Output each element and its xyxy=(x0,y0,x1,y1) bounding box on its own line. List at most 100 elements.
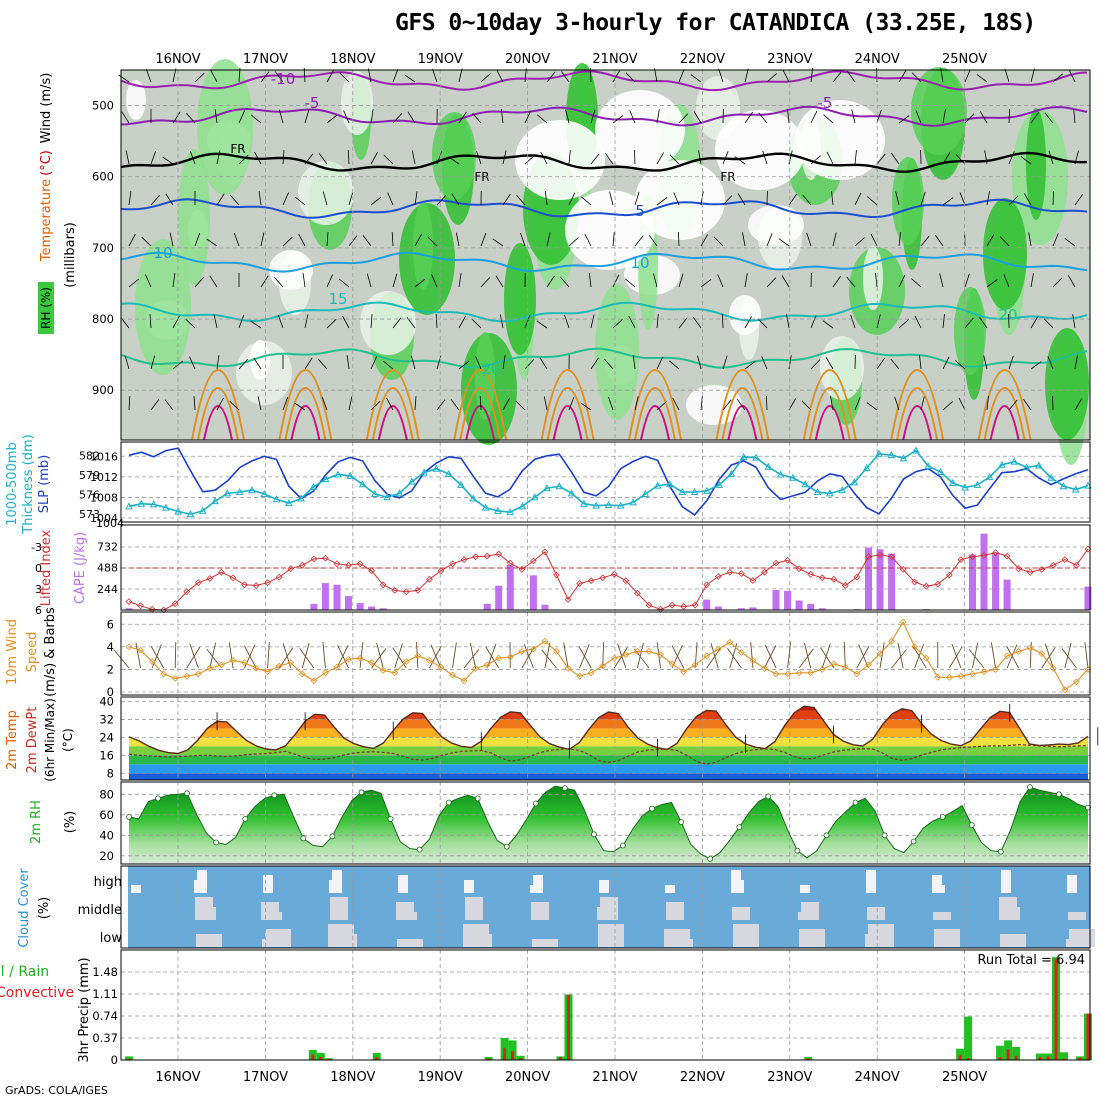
rh-point xyxy=(940,814,945,819)
x-tick-label-bottom: 19NOV xyxy=(418,1070,463,1085)
cloud-block xyxy=(195,897,213,920)
cape-tick-label: 244 xyxy=(97,583,118,596)
cloud-block xyxy=(328,924,354,947)
thickness-tick-label: 579 xyxy=(79,469,100,482)
rh-point xyxy=(592,832,597,837)
rh-shading-blob xyxy=(954,287,986,375)
y-tick-label: 900 xyxy=(92,383,114,397)
wind-barb-10m xyxy=(360,642,363,668)
cloud-block xyxy=(867,907,885,920)
rh-point xyxy=(766,794,771,799)
wind-barb-10m xyxy=(880,642,884,668)
cape-bar xyxy=(992,554,999,610)
wind-barb-10m xyxy=(1045,644,1053,668)
rh-point xyxy=(214,840,219,845)
dewpoint-label: 2m DewPt xyxy=(25,707,40,774)
rh-2m-label: 2m RH xyxy=(29,800,44,844)
rh-dry-area xyxy=(795,100,885,180)
cape-bar xyxy=(495,586,502,610)
precip-convective-bar xyxy=(1007,1049,1010,1060)
precip-tick-label: 0.74 xyxy=(92,1009,118,1023)
precip-convective-bar xyxy=(311,1055,314,1060)
rh-point xyxy=(562,786,567,791)
y-tick-label: 700 xyxy=(92,241,114,255)
precip-tick-label: 1.11 xyxy=(92,987,118,1001)
rh-tick-label: 80 xyxy=(99,787,114,801)
cape-bar xyxy=(484,604,491,610)
wind-barb-10m xyxy=(952,644,961,668)
rh-point xyxy=(301,836,306,841)
wind-barb-10m xyxy=(268,642,270,668)
x-tick-label-bottom: 18NOV xyxy=(330,1070,375,1085)
rh-label: RH (%) xyxy=(39,287,53,329)
wind-barb-10m xyxy=(1042,648,1055,669)
cloud-block xyxy=(464,880,474,893)
cloud-block xyxy=(1000,934,1026,947)
cape-bar xyxy=(310,604,317,610)
rh-tick-label: 40 xyxy=(99,828,114,842)
rh-point xyxy=(446,800,451,805)
cloud-block xyxy=(598,924,624,947)
rh-point xyxy=(156,796,161,801)
lifted-index-line xyxy=(129,549,1088,610)
wind-barb-10m xyxy=(751,642,753,668)
contour-label: FR xyxy=(230,142,245,156)
cloud-block xyxy=(1067,875,1077,893)
cloud-block xyxy=(263,875,273,893)
rh-shading-blob xyxy=(413,202,433,290)
cloud-block xyxy=(800,885,810,893)
rh-point xyxy=(795,848,800,853)
temperature-tick-label: 16 xyxy=(99,748,114,762)
cape-bar xyxy=(796,601,803,611)
y-tick-label: 800 xyxy=(92,312,114,326)
cloud-block xyxy=(933,912,951,920)
precip-convective-bar xyxy=(1015,1056,1018,1060)
cloud-block xyxy=(398,875,408,893)
cloud-row-label: low xyxy=(100,931,123,946)
wind-barb-10m xyxy=(187,647,200,668)
thickness-label: 1000-500mb xyxy=(5,442,20,526)
rh-point xyxy=(882,833,887,838)
rh-shading-blob xyxy=(504,243,536,355)
rh-point xyxy=(679,820,684,825)
cloud-block xyxy=(798,912,816,920)
cloud-block xyxy=(465,897,483,920)
cloud-block xyxy=(1001,870,1011,893)
cloud-block xyxy=(597,907,615,920)
x-tick-label-top: 21NOV xyxy=(592,52,637,67)
cape-bar xyxy=(345,596,352,610)
cloud-block xyxy=(599,880,609,893)
precip-total-legend: Total / Rain xyxy=(0,964,49,980)
cape-bar xyxy=(773,590,780,610)
contour-label: -10 xyxy=(271,70,296,88)
wind-tick-label: 6 xyxy=(107,617,114,631)
rh-point xyxy=(969,823,974,828)
wind-speed-label: Speed xyxy=(25,632,40,673)
cape-bar xyxy=(807,604,814,610)
x-tick-label-top: 18NOV xyxy=(330,52,375,67)
precip-convective-bar xyxy=(503,1048,506,1060)
cloud-block xyxy=(665,885,675,893)
contour-label: -5 xyxy=(818,94,833,112)
precip-convective-bar xyxy=(567,995,570,1060)
wind-barb-10m xyxy=(1085,642,1088,668)
rh-point xyxy=(533,801,538,806)
precip-total-bar xyxy=(964,1017,972,1060)
contour-label: 5 xyxy=(635,202,645,220)
cloud-unit-label: (%) xyxy=(37,897,52,920)
contour-label: 20 xyxy=(998,306,1017,324)
millibars-label: (millibars) xyxy=(63,222,78,288)
x-tick-label-bottom: 23NOV xyxy=(767,1070,812,1085)
cloud-block xyxy=(131,885,141,893)
thickness-tick-label: 576 xyxy=(79,489,100,502)
cloud-block xyxy=(329,880,339,893)
cape-bar xyxy=(322,583,329,610)
rh-point xyxy=(417,847,422,852)
cloud-block xyxy=(1066,939,1092,947)
cape-bar xyxy=(969,555,976,611)
wind-barb-10m xyxy=(892,650,907,669)
cape-tick-label: 732 xyxy=(97,541,118,554)
cape-label: CAPE (J/kg) xyxy=(73,532,88,604)
rh-point xyxy=(330,834,335,839)
